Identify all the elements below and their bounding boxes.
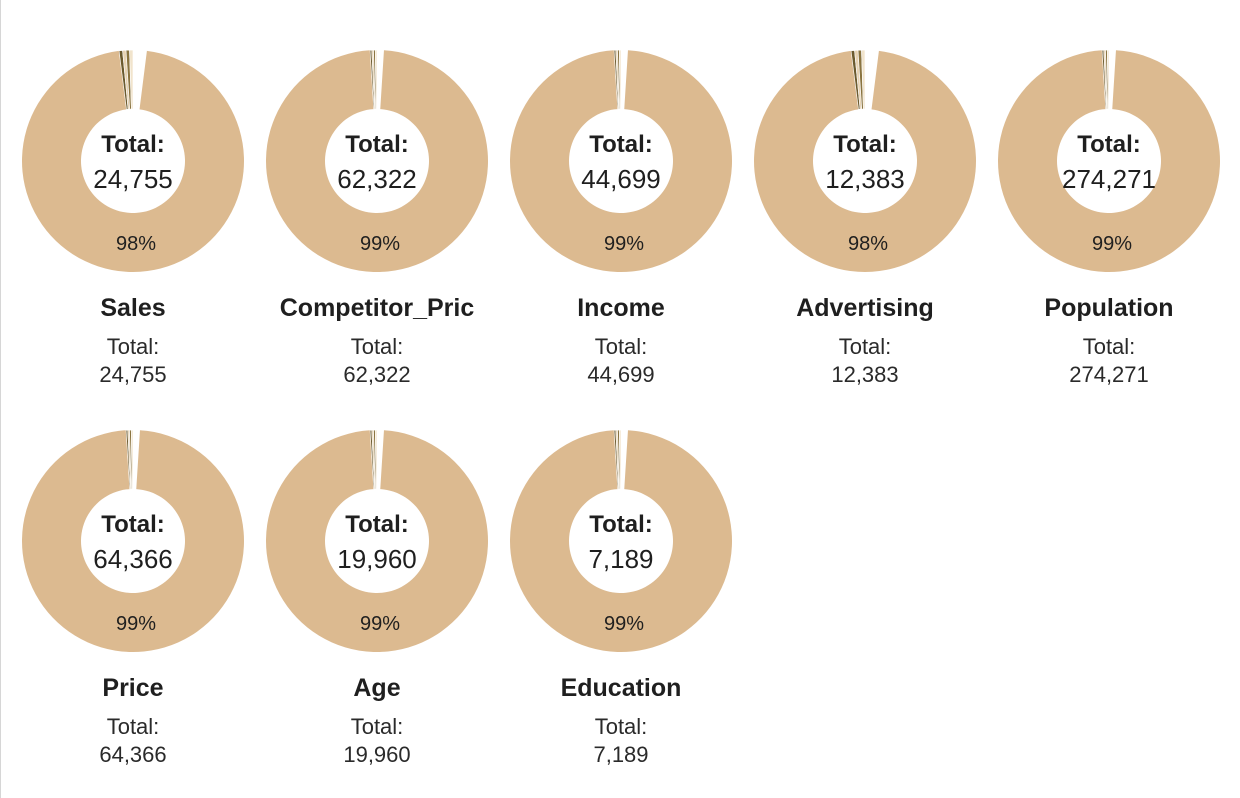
chart-title: Price	[102, 674, 164, 702]
donut-slice-minor	[374, 429, 378, 490]
slice-percent-label: 99%	[1092, 233, 1132, 255]
donut-chart: Total: 62,322 99%	[266, 49, 488, 272]
center-total-label: Total:	[345, 131, 409, 158]
donut-chart: Total: 24,755 98%	[21, 49, 245, 272]
caption-total-value: 64,366	[99, 742, 167, 767]
caption-total-value: 12,383	[831, 362, 899, 387]
center-total-label: Total:	[589, 131, 653, 158]
caption-total-label: Total:	[1082, 334, 1136, 359]
donut-chart: Total: 44,699 99%	[510, 49, 732, 272]
chart-title: Population	[1044, 294, 1174, 322]
donut-slice-major	[21, 50, 245, 272]
center-total-value: 64,366	[93, 544, 173, 574]
caption-total-value: 62,322	[343, 362, 411, 387]
caption-total-value: 274,271	[1069, 362, 1149, 387]
donut-chart: Total: 274,271 99%	[998, 49, 1220, 272]
caption-total-label: Total:	[106, 334, 160, 359]
donut-card: Total: 24,755 98% Sales Total: 24,755	[21, 49, 266, 410]
chart-title: Age	[353, 674, 401, 702]
donut-slice-minor	[130, 429, 134, 490]
center-total-value: 7,189	[588, 544, 653, 574]
center-total-value: 62,322	[337, 164, 417, 194]
caption-total-label: Total:	[350, 714, 404, 739]
chart-title: Advertising	[796, 294, 934, 322]
center-total-label: Total:	[101, 511, 165, 538]
donut-card: Total: 7,189 99% Education Total: 7,189	[510, 429, 754, 790]
caption-total-value: 44,699	[587, 362, 655, 387]
donut-slice-major	[998, 50, 1220, 272]
slice-percent-label: 98%	[116, 233, 156, 255]
donut-slice-minor	[618, 429, 622, 490]
center-total-value: 274,271	[1062, 164, 1156, 194]
chart-title: Sales	[100, 294, 166, 322]
donut-slice-major	[266, 50, 488, 272]
donut-slice-major	[510, 50, 732, 272]
chart-title: Competitor_Pric	[279, 294, 475, 322]
left-border	[0, 0, 1, 798]
donut-slice-major	[22, 430, 245, 652]
center-total-value: 44,699	[581, 164, 661, 194]
slice-percent-label: 99%	[604, 613, 644, 635]
caption-total-label: Total:	[594, 334, 648, 359]
caption-total-label: Total:	[838, 334, 892, 359]
center-total-value: 12,383	[825, 164, 905, 194]
slice-percent-label: 98%	[848, 233, 888, 255]
center-total-label: Total:	[833, 131, 897, 158]
donut-chart: Total: 7,189 99%	[510, 429, 732, 652]
slice-percent-label: 99%	[360, 613, 400, 635]
caption-total-value: 7,189	[593, 742, 649, 767]
caption-total-label: Total:	[350, 334, 404, 359]
center-total-value: 19,960	[337, 544, 417, 574]
slice-percent-label: 99%	[604, 233, 644, 255]
donut-slice-minor	[618, 49, 622, 110]
donut-card: Total: 19,960 99% Age Total: 19,960	[266, 429, 510, 790]
donut-slice-minor	[129, 49, 134, 110]
donut-card: Total: 12,383 98% Advertising Total: 12,383	[754, 49, 998, 410]
chart-title: Income	[577, 294, 665, 322]
donut-slice-minor	[374, 49, 378, 110]
center-total-value: 24,755	[93, 164, 173, 194]
donut-card: Total: 62,322 99% Competitor_Pric Total: 62,3…	[266, 49, 510, 410]
center-total-label: Total:	[101, 131, 165, 158]
caption-total-label: Total:	[594, 714, 648, 739]
donut-slice-minor	[1106, 49, 1110, 110]
donut-slice-minor	[861, 49, 866, 110]
donut-chart: Total: 64,366 99%	[22, 429, 245, 652]
donut-card: Total: 44,699 99% Income Total: 44,699	[510, 49, 754, 410]
donut-card: Total: 274,271 99% Population Total: 274,271	[998, 49, 1240, 410]
caption-total-value: 24,755	[99, 362, 167, 387]
donut-chart: Total: 19,960 99%	[266, 429, 488, 652]
center-total-label: Total:	[1077, 131, 1141, 158]
center-total-label: Total:	[589, 511, 653, 538]
donut-slice-major	[510, 430, 732, 652]
slice-percent-label: 99%	[360, 233, 400, 255]
center-total-label: Total:	[345, 511, 409, 538]
donut-chart: Total: 12,383 98%	[754, 49, 976, 272]
slice-percent-label: 99%	[116, 613, 156, 635]
caption-total-value: 19,960	[343, 742, 411, 767]
caption-total-label: Total:	[106, 714, 160, 739]
donut-slice-major	[266, 430, 488, 652]
donut-slice-major	[754, 50, 976, 272]
donut-card: Total: 64,366 99% Price Total: 64,366	[22, 429, 266, 790]
chart-title: Education	[560, 674, 682, 702]
